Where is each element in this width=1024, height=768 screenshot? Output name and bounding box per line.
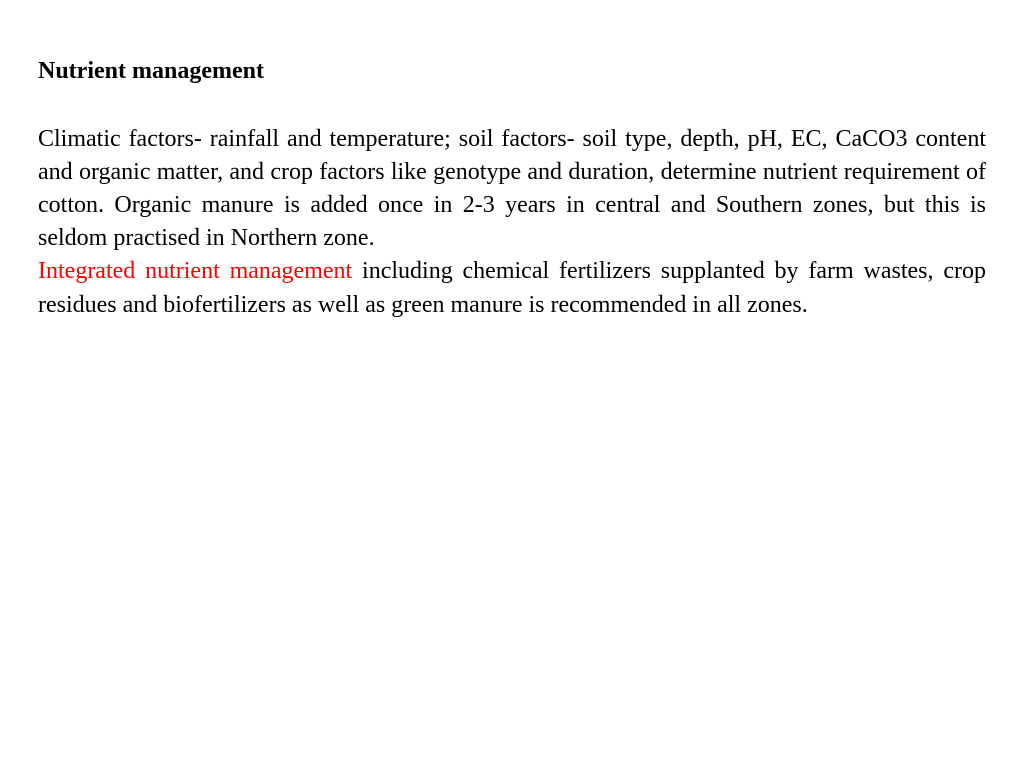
paragraph-text-1: Climatic factors- rainfall and temperatu… <box>38 126 986 251</box>
section-heading: Nutrient management <box>38 58 986 85</box>
body-paragraph: Climatic factors- rainfall and temperatu… <box>38 123 986 322</box>
highlighted-term: Integrated nutrient management <box>38 258 352 284</box>
